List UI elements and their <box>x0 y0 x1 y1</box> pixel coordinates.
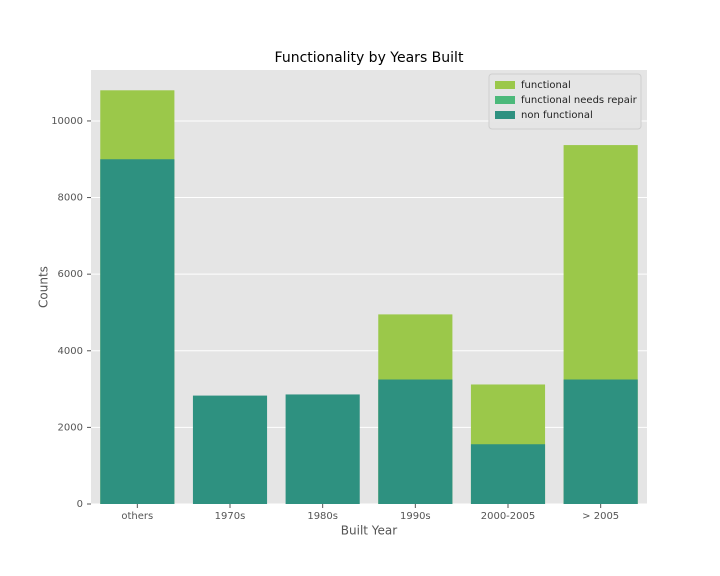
y-tick-label: 8000 <box>58 193 83 204</box>
y-tick-label: 4000 <box>58 346 83 357</box>
x-tick-label: others <box>121 511 153 522</box>
legend-swatch <box>495 81 515 89</box>
legend-label: functional <box>521 80 571 91</box>
x-tick-label: 2000-2005 <box>481 511 536 522</box>
plot-area <box>91 70 647 504</box>
x-tick-label: > 2005 <box>582 511 619 522</box>
legend-label: functional needs repair <box>521 95 638 106</box>
y-tick-label: 0 <box>77 499 83 510</box>
x-tick-label: 1980s <box>307 511 338 522</box>
y-axis-label: Counts <box>37 266 51 308</box>
bar <box>563 379 638 504</box>
legend-box <box>488 73 642 130</box>
y-tick-label: 10000 <box>51 116 83 127</box>
bar <box>192 395 268 504</box>
x-tick-label: 1990s <box>400 511 431 522</box>
bar <box>470 444 546 504</box>
legend-swatch <box>495 111 515 119</box>
bar <box>378 379 453 504</box>
x-tick-label: 1970s <box>215 511 246 522</box>
legend-swatch <box>495 96 515 104</box>
chart-title: Functionality by Years Built <box>275 50 464 66</box>
bar <box>100 159 175 505</box>
y-tick-label: 2000 <box>58 422 83 433</box>
bar <box>285 394 360 504</box>
x-axis-label: Built Year <box>341 524 397 538</box>
legend-label: non functional <box>521 110 593 121</box>
y-tick-label: 6000 <box>58 269 83 280</box>
